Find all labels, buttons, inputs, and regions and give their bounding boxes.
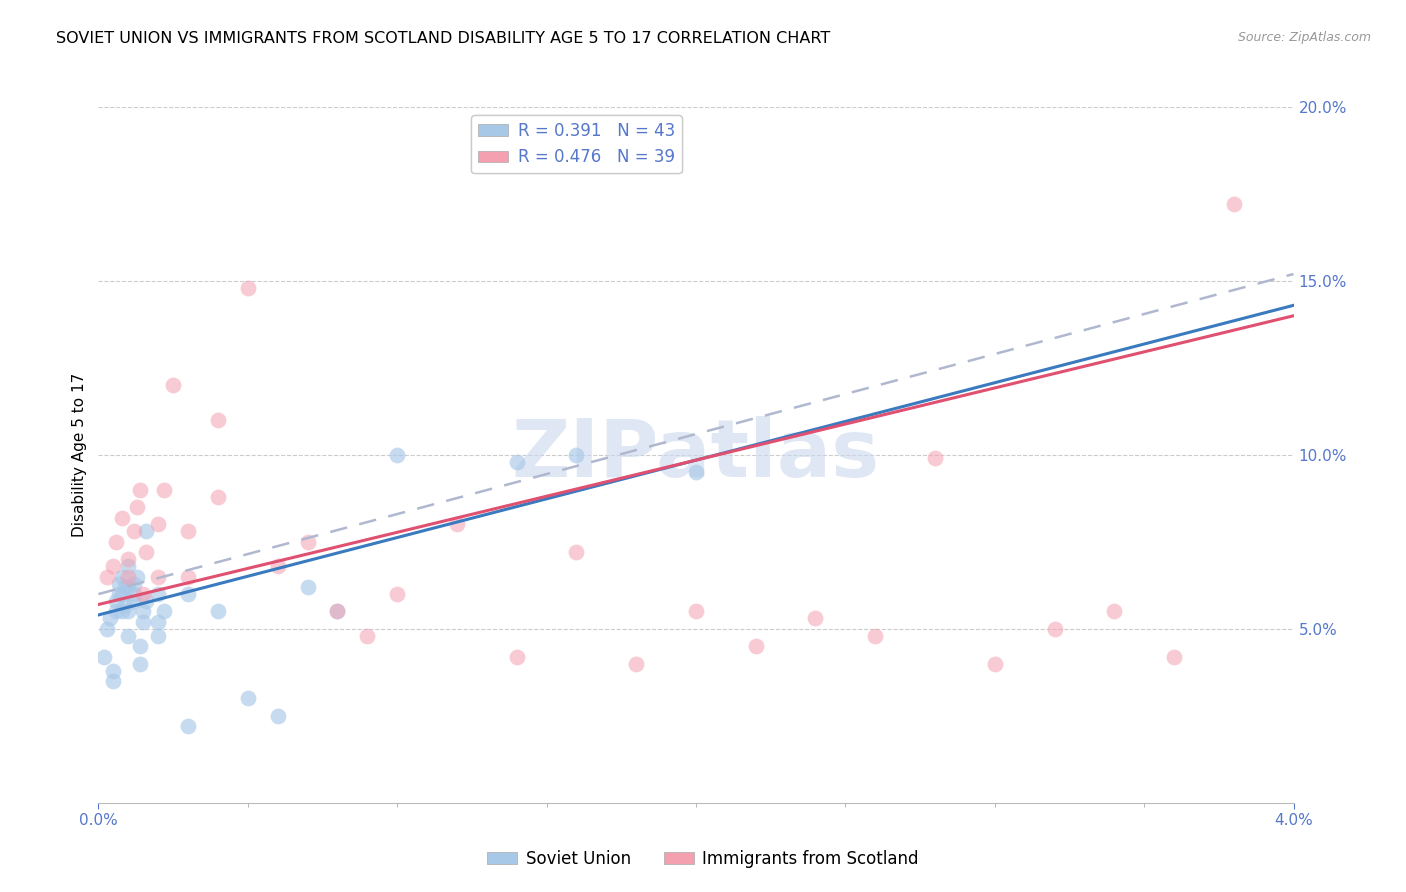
Point bbox=[565, 448, 588, 462]
Point bbox=[132, 615, 155, 629]
Point bbox=[297, 534, 319, 549]
Point bbox=[148, 587, 170, 601]
Point bbox=[745, 639, 768, 653]
Point bbox=[385, 448, 409, 462]
Point bbox=[506, 455, 529, 469]
Point bbox=[117, 605, 139, 619]
Text: ZIPatlas: ZIPatlas bbox=[512, 416, 880, 494]
Y-axis label: Disability Age 5 to 17: Disability Age 5 to 17 bbox=[72, 373, 87, 537]
Point bbox=[207, 413, 229, 427]
Point bbox=[863, 629, 886, 643]
Text: Source: ZipAtlas.com: Source: ZipAtlas.com bbox=[1237, 31, 1371, 45]
Point bbox=[177, 570, 200, 584]
Text: SOVIET UNION VS IMMIGRANTS FROM SCOTLAND DISABILITY AGE 5 TO 17 CORRELATION CHAR: SOVIET UNION VS IMMIGRANTS FROM SCOTLAND… bbox=[56, 31, 831, 46]
Point bbox=[162, 378, 184, 392]
Point bbox=[117, 559, 139, 574]
Point bbox=[236, 281, 259, 295]
Point bbox=[105, 534, 128, 549]
Point bbox=[98, 611, 122, 625]
Point bbox=[105, 605, 128, 619]
Point bbox=[111, 570, 134, 584]
Point bbox=[565, 545, 588, 559]
Point bbox=[135, 524, 157, 539]
Point bbox=[111, 605, 134, 619]
Point bbox=[236, 691, 259, 706]
Point bbox=[96, 570, 118, 584]
Point bbox=[624, 657, 647, 671]
Point bbox=[111, 510, 134, 524]
Point bbox=[207, 490, 229, 504]
Point bbox=[685, 605, 707, 619]
Point bbox=[267, 559, 290, 574]
Point bbox=[124, 576, 146, 591]
Point bbox=[326, 605, 349, 619]
Point bbox=[207, 605, 229, 619]
Point bbox=[124, 524, 146, 539]
Legend: Soviet Union, Immigrants from Scotland: Soviet Union, Immigrants from Scotland bbox=[481, 844, 925, 875]
Point bbox=[385, 587, 409, 601]
Point bbox=[1163, 649, 1185, 664]
Point bbox=[148, 570, 170, 584]
Point bbox=[1102, 605, 1125, 619]
Point bbox=[177, 587, 200, 601]
Point bbox=[129, 483, 152, 497]
Point bbox=[132, 605, 155, 619]
Point bbox=[124, 587, 146, 601]
Point bbox=[924, 451, 946, 466]
Point bbox=[117, 580, 139, 594]
Legend: R = 0.391   N = 43, R = 0.476   N = 39: R = 0.391 N = 43, R = 0.476 N = 39 bbox=[471, 115, 682, 173]
Point bbox=[108, 576, 131, 591]
Point bbox=[114, 580, 136, 594]
Point bbox=[135, 594, 157, 608]
Point bbox=[117, 629, 139, 643]
Point bbox=[124, 594, 146, 608]
Point bbox=[127, 570, 149, 584]
Point bbox=[1222, 197, 1246, 211]
Point bbox=[804, 611, 827, 625]
Point bbox=[148, 517, 170, 532]
Point bbox=[177, 524, 200, 539]
Point bbox=[111, 587, 134, 601]
Point bbox=[446, 517, 468, 532]
Point bbox=[117, 570, 139, 584]
Point bbox=[297, 580, 319, 594]
Point bbox=[105, 594, 128, 608]
Point bbox=[114, 598, 136, 612]
Point bbox=[148, 629, 170, 643]
Point bbox=[127, 500, 149, 514]
Point bbox=[356, 629, 378, 643]
Point bbox=[148, 615, 170, 629]
Point bbox=[103, 674, 125, 689]
Point bbox=[326, 605, 349, 619]
Point bbox=[153, 605, 176, 619]
Point bbox=[153, 483, 176, 497]
Point bbox=[1043, 622, 1066, 636]
Point bbox=[129, 639, 152, 653]
Point bbox=[267, 708, 290, 723]
Point bbox=[93, 649, 115, 664]
Point bbox=[117, 552, 139, 566]
Point bbox=[103, 559, 125, 574]
Point bbox=[129, 657, 152, 671]
Point bbox=[685, 466, 707, 480]
Point bbox=[506, 649, 529, 664]
Point bbox=[983, 657, 1005, 671]
Point bbox=[96, 622, 118, 636]
Point bbox=[108, 587, 131, 601]
Point bbox=[103, 664, 125, 678]
Point bbox=[132, 587, 155, 601]
Point bbox=[177, 719, 200, 733]
Point bbox=[135, 545, 157, 559]
